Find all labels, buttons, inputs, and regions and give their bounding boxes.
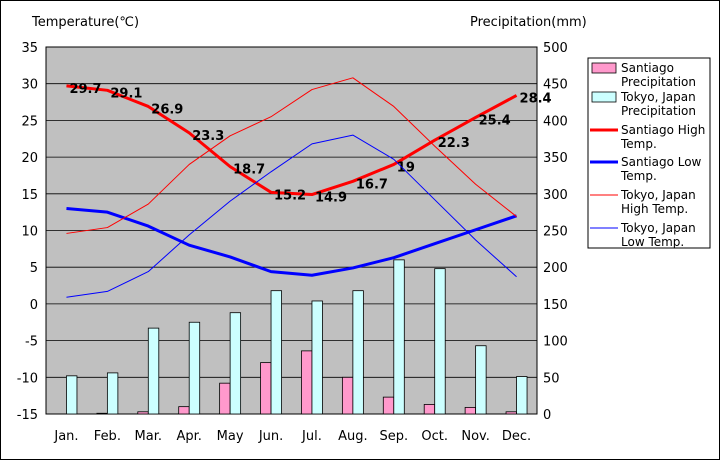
right-tick-label: 400 [543,114,568,129]
series-line [66,206,518,277]
bar [475,345,487,415]
right-tick-label: 300 [543,188,568,203]
left-tick-label: -10 [17,371,38,386]
legend-box [587,57,711,249]
right-tick-label: 250 [543,225,568,240]
bar [229,312,242,415]
bar [311,300,323,415]
bar [464,406,477,415]
bar [382,396,395,415]
data-label: 14.9 [315,191,347,206]
bar [270,290,282,415]
category-label: Jan. [53,429,78,444]
bar [188,321,201,415]
bar [352,290,364,415]
data-label: 26.9 [151,102,183,117]
legend-label: Tokyo, Japan Precipitation [620,90,696,118]
left-tick-label: 20 [21,151,38,166]
left-tick-label: 35 [21,41,38,56]
data-label: 16.7 [356,177,388,192]
legend-label: Tokyo, Japan Low Temp. [620,221,696,249]
category-label: Aug. [338,429,368,444]
category-label: Nov. [461,429,490,444]
data-label: 22.3 [438,136,470,151]
left-tick-label: 15 [21,188,38,203]
data-label: 23.3 [192,129,224,144]
left-tick-label: 10 [21,225,38,240]
category-label: Jun. [258,429,283,444]
bar [106,372,119,415]
left-tick-label: 30 [21,78,38,93]
bar [178,406,190,415]
bar [260,362,272,415]
category-label: Apr. [176,429,201,444]
legend-label: Santiago Precipitation [621,61,696,89]
data-label: 28.4 [520,91,552,106]
left-tick-label: 25 [21,114,38,129]
bar [147,327,160,415]
right-tick-label: 350 [543,151,568,166]
right-axis-title: Precipitation(mm) [470,15,587,30]
legend-swatch [591,91,617,103]
series-line [66,84,518,197]
category-label: May [217,429,244,444]
left-tick-label: -15 [17,408,38,423]
category-label: Sep. [379,429,408,444]
category-label: Oct. [421,429,448,444]
legend-label: Santiago Low Temp. [620,155,702,183]
left-axis-title: Temperature(℃) [31,15,139,30]
data-label: 19 [397,160,415,175]
category-label: Jul. [301,429,322,444]
bar [341,376,354,415]
right-tick-label: 500 [543,41,568,56]
left-tick-label: 0 [30,298,38,313]
bar [393,259,405,415]
bar [516,376,528,415]
data-label: 25.4 [479,113,511,128]
data-label: 29.1 [110,86,142,101]
bar [434,268,446,415]
data-label: 29.7 [69,82,101,97]
right-tick-label: 50 [543,371,560,386]
right-tick-label: 150 [543,298,568,313]
bar [219,382,231,415]
left-tick-label: -5 [25,335,38,350]
bar [137,411,149,415]
data-label: 18.7 [233,163,265,178]
category-label: Mar. [135,429,162,444]
right-tick-label: 100 [543,335,568,350]
legend-swatch [591,62,617,74]
bar [423,404,436,415]
data-label: 15.2 [274,188,306,203]
bar [301,350,313,415]
legend-label: Santiago High Temp. [620,123,705,151]
right-tick-label: 450 [543,78,568,93]
category-label: Dec. [502,429,531,444]
right-tick-label: 200 [543,261,568,276]
bar [66,375,78,415]
bar [96,412,108,415]
legend-label: Tokyo, Japan High Temp. [620,188,696,216]
right-tick-label: 0 [543,408,551,423]
category-label: Feb. [94,429,121,444]
series-line [66,134,517,298]
plot-area: -15-10-505101520253035050100150200250300… [17,41,568,444]
series-line [66,77,517,234]
left-tick-label: 5 [30,261,38,276]
bar [505,411,517,415]
